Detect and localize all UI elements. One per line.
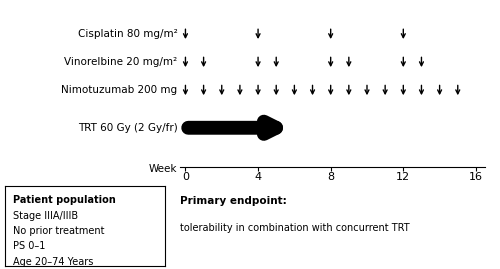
Text: Vinorelbine 20 mg/m²: Vinorelbine 20 mg/m² [64, 57, 178, 67]
Text: tolerability in combination with concurrent TRT: tolerability in combination with concurr… [180, 223, 410, 233]
Text: Age 20–74 Years: Age 20–74 Years [13, 257, 94, 267]
Text: No prior treatment: No prior treatment [13, 226, 104, 236]
Text: Patient population: Patient population [13, 195, 116, 205]
Text: TRT 60 Gy (2 Gy/fr): TRT 60 Gy (2 Gy/fr) [78, 123, 178, 133]
Text: Cisplatin 80 mg/m²: Cisplatin 80 mg/m² [78, 29, 178, 39]
Text: PS 0–1: PS 0–1 [13, 241, 46, 251]
Text: Primary endpoint:: Primary endpoint: [180, 196, 287, 206]
Text: Week: Week [149, 164, 178, 175]
Text: Stage IIIA/IIIB: Stage IIIA/IIIB [13, 211, 78, 221]
Text: Nimotuzumab 200 mg: Nimotuzumab 200 mg [62, 85, 178, 95]
